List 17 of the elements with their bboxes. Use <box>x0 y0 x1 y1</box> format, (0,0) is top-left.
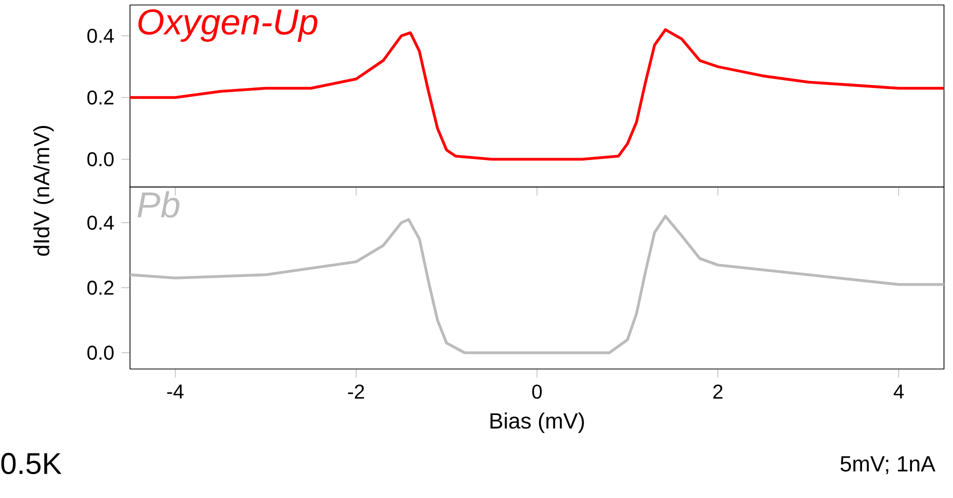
x-tick-label: 4 <box>894 384 904 398</box>
x-tick-label: -2 <box>348 384 364 399</box>
series-label: Pb <box>138 191 180 218</box>
y-tick-label: 0.4 <box>87 216 114 230</box>
y-tick-label: 0.4 <box>87 28 114 43</box>
x-tick-label: 2 <box>713 384 722 399</box>
x-tick-label: 0 <box>532 384 542 399</box>
y-axis-title: dIdV (nA/mV) <box>33 126 54 256</box>
y-tick-label: 0.0 <box>87 346 114 360</box>
series-label: Oxygen-Up <box>138 9 318 42</box>
y-tick-label: 0.2 <box>87 280 114 295</box>
y-tick-label: 0.2 <box>87 90 114 105</box>
x-axis-title: Bias (mV) <box>490 412 584 433</box>
text: 5mV; 1nA <box>840 456 936 474</box>
text: 0.5K <box>1 452 62 474</box>
x-tick-label: -4 <box>167 384 184 398</box>
y-tick-label: 0.0 <box>87 152 114 166</box>
